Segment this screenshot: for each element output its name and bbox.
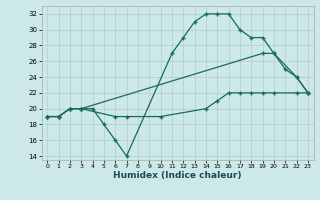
X-axis label: Humidex (Indice chaleur): Humidex (Indice chaleur) xyxy=(113,171,242,180)
